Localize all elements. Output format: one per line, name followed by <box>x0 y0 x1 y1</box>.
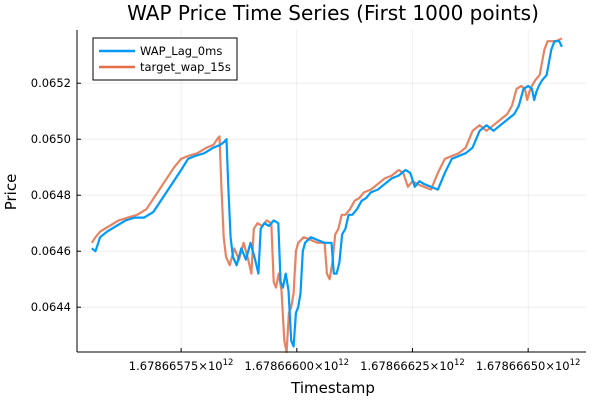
legend: WAP_Lag_0ms target_wap_15s <box>92 37 238 81</box>
legend-label-target-wap: target_wap_15s <box>140 60 231 74</box>
series-line-wap-lag-0ms <box>91 40 563 348</box>
y-tick-label: 0.0648 <box>31 188 71 202</box>
x-tick-label: 1.67866600×1012 <box>244 358 349 373</box>
x-tick-label: 1.67866650×1012 <box>476 358 581 373</box>
x-tick-label: 1.67866575×1012 <box>129 358 234 373</box>
y-tick-label: 0.0646 <box>31 244 71 258</box>
legend-label-wap-lag: WAP_Lag_0ms <box>140 44 222 58</box>
y-tick-label: 0.0644 <box>31 300 71 314</box>
y-tick-label: 0.0650 <box>31 132 71 146</box>
chart-title: WAP Price Time Series (First 1000 points… <box>127 1 539 25</box>
y-tick-label: 0.0652 <box>31 76 71 90</box>
x-tick-label: 1.67866625×1012 <box>360 358 465 373</box>
series-layer <box>90 37 563 354</box>
x-axis-ticks: 1.67866575×1012 1.67866600×1012 1.67866625… <box>129 348 581 373</box>
y-axis-label: Price <box>2 174 20 211</box>
x-axis-label: Timestamp <box>290 379 375 397</box>
legend-box <box>92 37 238 81</box>
y-axis-ticks: 0.0644 0.0646 0.0648 0.0650 0.0652 <box>31 76 81 314</box>
